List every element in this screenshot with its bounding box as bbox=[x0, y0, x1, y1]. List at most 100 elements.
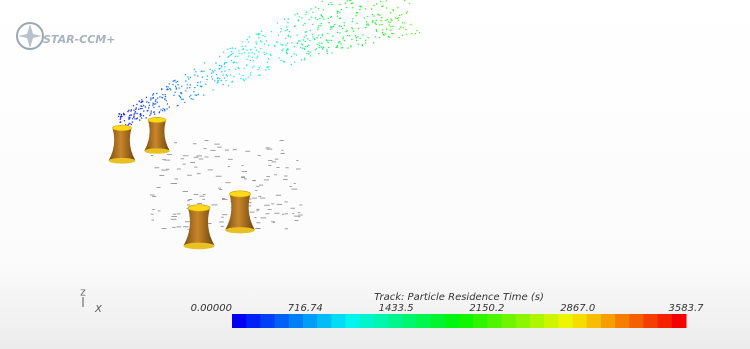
particle bbox=[219, 78, 220, 79]
ground-speck bbox=[265, 213, 269, 214]
particle bbox=[308, 45, 309, 46]
particle bbox=[231, 54, 232, 55]
colorbar-segment bbox=[402, 314, 417, 328]
ground-speck bbox=[256, 186, 259, 187]
particle bbox=[248, 55, 249, 56]
particle bbox=[143, 115, 144, 116]
particle bbox=[166, 100, 167, 101]
particle bbox=[294, 62, 295, 63]
particle bbox=[139, 119, 140, 120]
particle bbox=[280, 31, 281, 32]
ground-speck bbox=[268, 165, 271, 166]
particle bbox=[219, 65, 220, 66]
particle bbox=[382, 5, 383, 6]
ground-speck bbox=[256, 222, 260, 223]
particle bbox=[310, 8, 311, 9]
particle bbox=[286, 50, 287, 51]
particle bbox=[260, 40, 261, 41]
ground-speck bbox=[265, 148, 269, 149]
ground-speck bbox=[204, 148, 207, 149]
particle bbox=[172, 84, 173, 85]
particle bbox=[268, 69, 269, 70]
ground-speck bbox=[162, 228, 167, 229]
triad-z: Z bbox=[80, 289, 86, 298]
particle bbox=[173, 81, 174, 82]
ground-speck bbox=[271, 221, 275, 222]
ground-speck bbox=[290, 208, 295, 209]
particle bbox=[231, 51, 232, 52]
particle bbox=[167, 103, 168, 104]
ground-speck bbox=[296, 169, 301, 170]
ground-speck bbox=[228, 159, 233, 160]
ground-speck bbox=[298, 215, 303, 216]
particle bbox=[315, 49, 316, 50]
particle bbox=[399, 28, 400, 29]
particle bbox=[141, 99, 142, 100]
ground-speck bbox=[197, 203, 202, 204]
particle bbox=[305, 14, 306, 15]
particle bbox=[290, 36, 291, 37]
particle bbox=[359, 38, 360, 39]
ground-speck bbox=[151, 220, 154, 221]
particle bbox=[227, 75, 228, 76]
particle bbox=[398, 37, 399, 38]
particle bbox=[239, 73, 240, 74]
particle bbox=[237, 56, 238, 57]
particle bbox=[345, 2, 346, 3]
particle bbox=[332, 36, 333, 37]
ground-speck bbox=[283, 179, 287, 180]
particle bbox=[233, 76, 234, 77]
particle bbox=[257, 69, 258, 70]
ground-speck bbox=[173, 214, 177, 215]
particle bbox=[279, 57, 280, 58]
particle bbox=[218, 68, 219, 69]
particle bbox=[164, 109, 165, 110]
ground-speck bbox=[200, 196, 205, 197]
particle bbox=[298, 40, 299, 41]
particle bbox=[261, 31, 262, 32]
particle bbox=[149, 115, 150, 116]
particle bbox=[270, 53, 271, 54]
particle bbox=[352, 21, 353, 22]
particle bbox=[341, 47, 342, 48]
ground-speck bbox=[298, 216, 300, 217]
colorbar-segment bbox=[487, 314, 502, 328]
particle bbox=[346, 31, 347, 32]
particle bbox=[331, 40, 332, 41]
colorbar-tick-label: 716.74 bbox=[288, 303, 323, 314]
ground-speck bbox=[260, 198, 265, 199]
particle bbox=[165, 94, 166, 95]
particle bbox=[281, 28, 282, 29]
particle bbox=[132, 118, 133, 119]
ground-speck bbox=[258, 155, 261, 156]
colorbar-segment bbox=[232, 314, 247, 328]
particle bbox=[230, 48, 231, 49]
particle bbox=[304, 59, 305, 60]
particle bbox=[226, 74, 227, 75]
ground-speck bbox=[217, 147, 221, 148]
ground-speck bbox=[159, 175, 164, 176]
particle bbox=[406, 12, 407, 13]
particle bbox=[152, 104, 153, 105]
particle bbox=[285, 45, 286, 46]
particle bbox=[301, 59, 302, 60]
particle bbox=[238, 50, 239, 51]
particle bbox=[326, 49, 327, 50]
particle bbox=[247, 39, 248, 40]
particle bbox=[191, 98, 192, 99]
particle bbox=[339, 12, 340, 13]
ground-speck bbox=[272, 162, 276, 163]
particle bbox=[231, 81, 232, 82]
colorbar-title: Track: Particle Residence Time (s) bbox=[374, 292, 544, 303]
particle bbox=[386, 28, 387, 29]
particle bbox=[240, 78, 241, 79]
particle bbox=[379, 37, 380, 38]
particle bbox=[254, 53, 255, 54]
particle bbox=[312, 24, 313, 25]
particle bbox=[267, 62, 268, 63]
particle bbox=[143, 110, 144, 111]
particle bbox=[386, 0, 387, 1]
particle bbox=[135, 111, 136, 112]
particle bbox=[337, 47, 338, 48]
particle bbox=[401, 14, 402, 15]
